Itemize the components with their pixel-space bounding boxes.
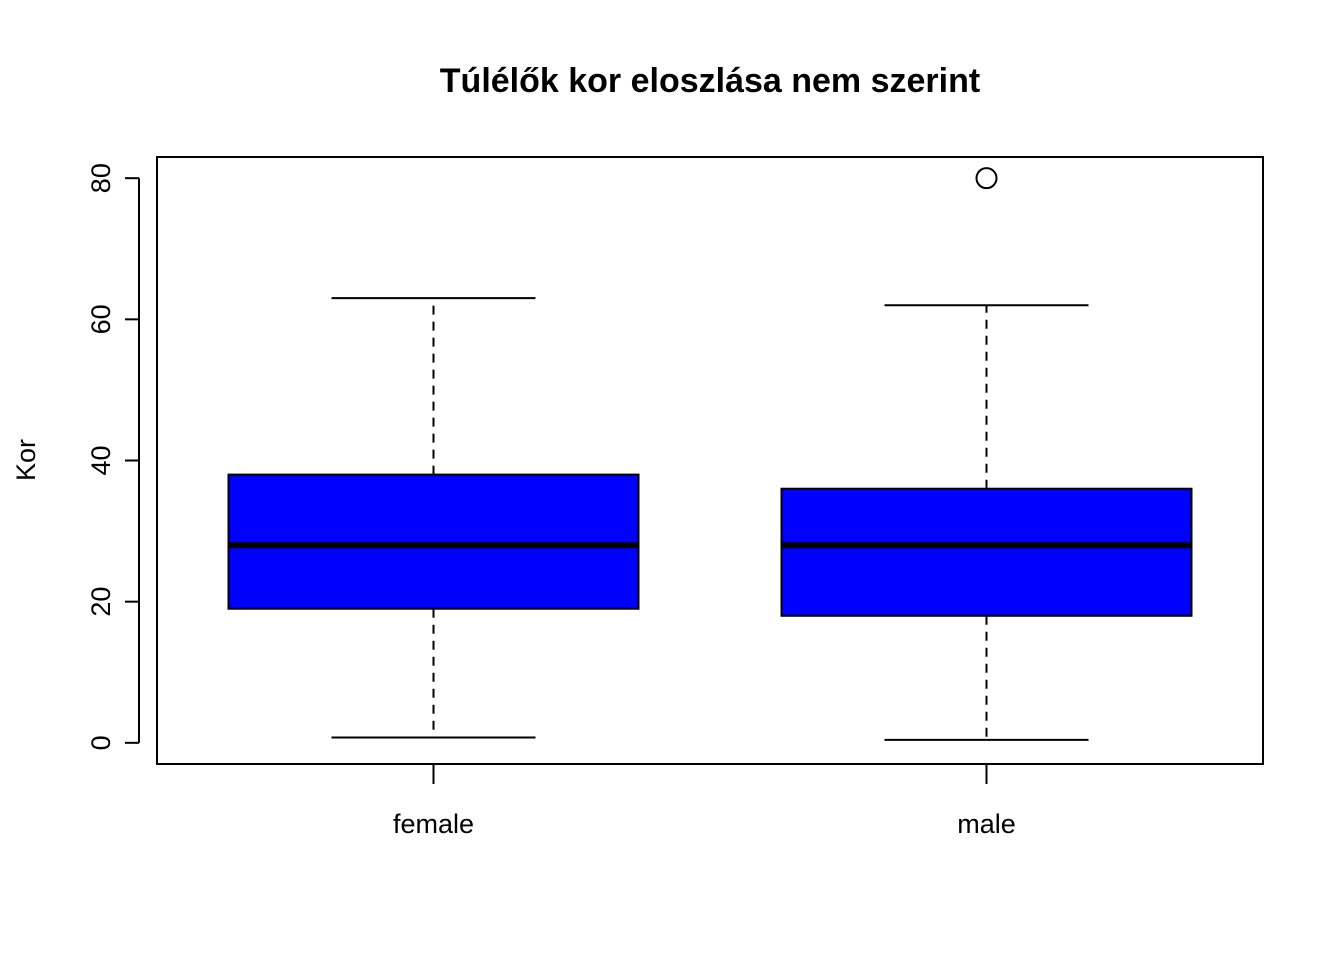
y-axis-label: Kor [11, 439, 41, 481]
y-tick-label: 60 [86, 304, 116, 334]
x-tick-label: female [393, 809, 474, 839]
iqr-box [780, 487, 1193, 617]
x-tick-label: male [957, 809, 1016, 839]
x-axis: female male [393, 764, 1016, 839]
box-female [227, 297, 640, 739]
y-tick-label: 80 [86, 163, 116, 193]
iqr-box [227, 473, 640, 610]
chart-title: Túlélők kor eloszlása nem szerint [440, 62, 980, 100]
outlier-point [975, 167, 998, 190]
y-tick-label: 20 [86, 587, 116, 617]
box-male [780, 167, 1193, 741]
plot-frame [156, 156, 1264, 765]
boxes-group [227, 167, 1193, 741]
y-tick-label: 0 [86, 735, 116, 750]
y-axis: 0 20 40 60 80 [86, 163, 140, 750]
y-tick-label: 40 [86, 445, 116, 475]
